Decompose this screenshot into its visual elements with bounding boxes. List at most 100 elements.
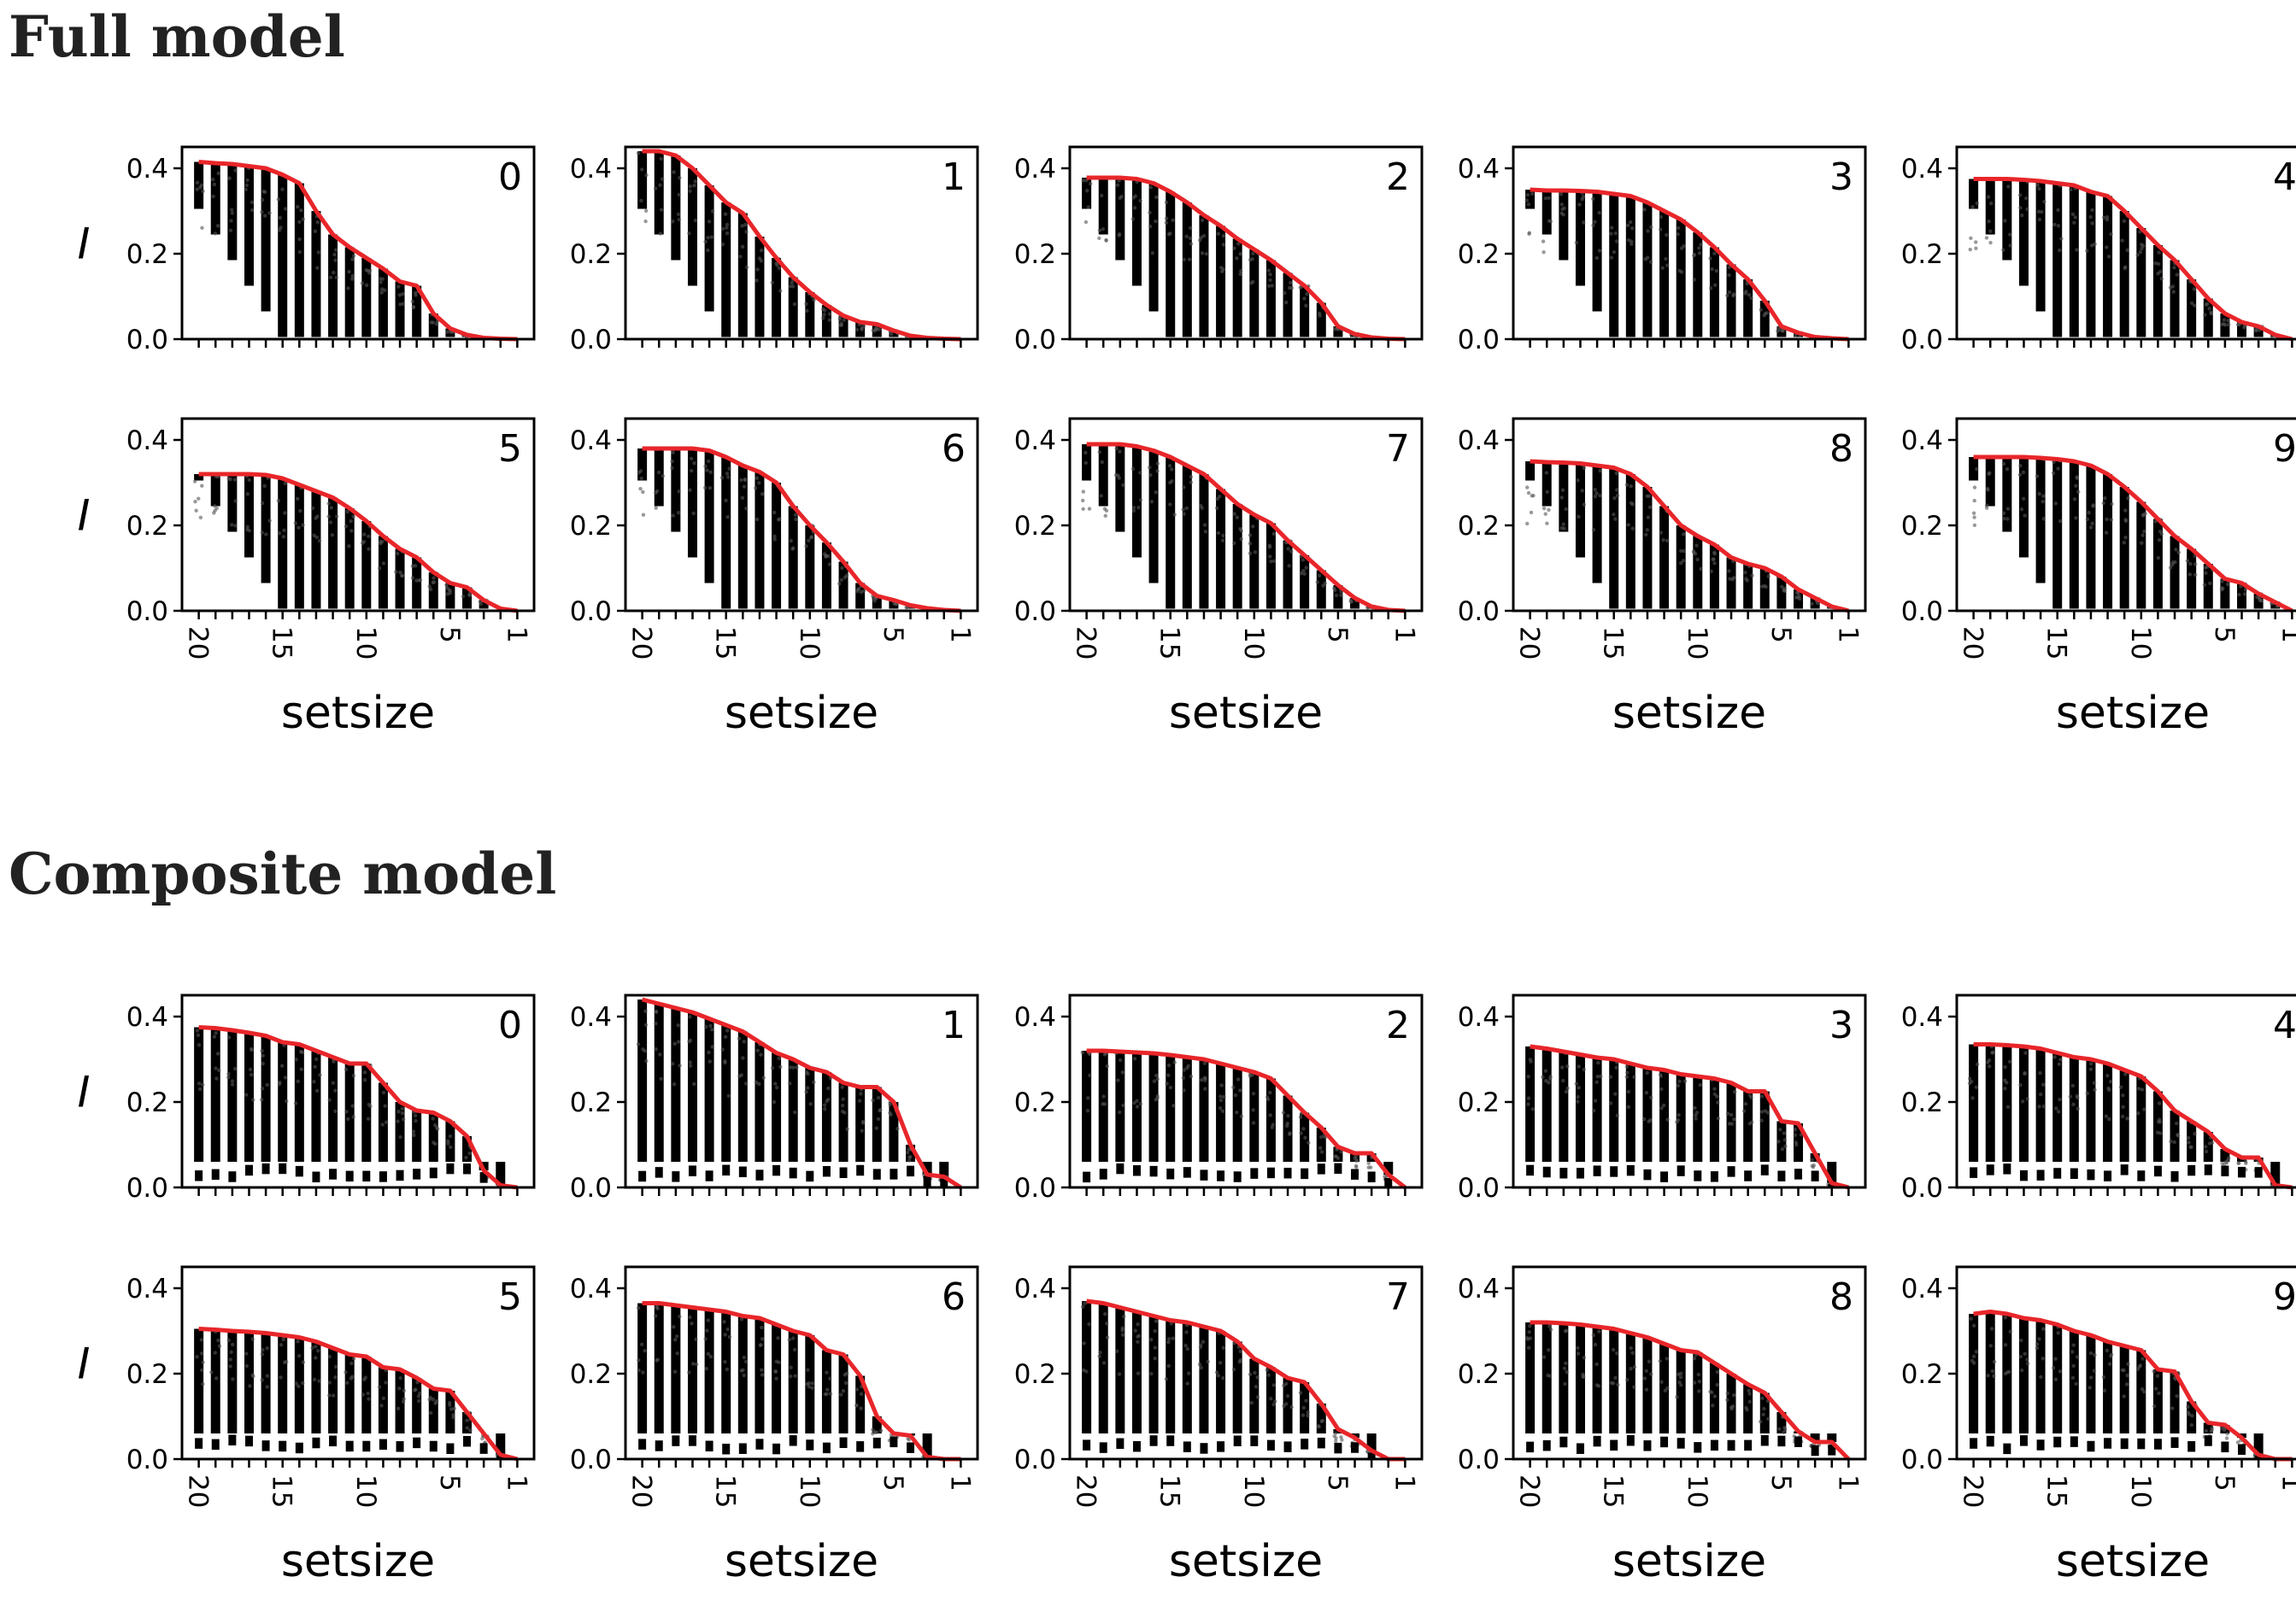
sample-point	[2039, 1092, 2043, 1097]
sample-point	[1214, 1370, 1219, 1375]
sample-point	[2105, 517, 2109, 522]
sample-point	[226, 1075, 231, 1080]
sample-point	[658, 1052, 662, 1057]
sample-point	[2036, 209, 2041, 214]
sample-point	[710, 1045, 714, 1049]
sample-point	[1582, 1356, 1587, 1360]
x-axis-label: setsize	[2056, 688, 2210, 739]
x-tick-label: 15	[710, 1474, 741, 1508]
sample-point	[280, 187, 285, 191]
sample-point	[1559, 202, 1565, 207]
sample-point	[2222, 1427, 2227, 1433]
sample-point	[2008, 1329, 2013, 1334]
sample-point	[1612, 513, 1616, 517]
sample-point	[1154, 1098, 1158, 1102]
sample-point	[643, 1049, 647, 1053]
sample-point	[804, 1070, 809, 1075]
sample-point	[1727, 1122, 1732, 1126]
sample-point	[1186, 1371, 1191, 1375]
sample-point	[2187, 572, 2193, 577]
x-tick-label: 10	[794, 626, 825, 659]
sample-point	[643, 208, 649, 214]
sample-point	[344, 1110, 349, 1114]
sample-point	[1182, 512, 1186, 516]
sample-point	[1214, 506, 1219, 511]
sample-point	[228, 477, 232, 482]
sample-point	[379, 290, 384, 295]
sample-point	[1541, 239, 1546, 243]
y-tick-label: 0.0	[1901, 1445, 1943, 1475]
sample-point	[1155, 461, 1160, 466]
x-tick-label: 1	[1832, 1474, 1863, 1492]
sample-point	[1366, 1161, 1371, 1165]
sample-point	[1971, 511, 1976, 515]
sample-point	[778, 1064, 783, 1070]
sample-point	[725, 226, 729, 230]
fit-line	[1973, 1310, 2293, 1462]
sample-point	[1183, 1343, 1188, 1348]
sample-point	[217, 1344, 222, 1348]
sample-point	[789, 538, 793, 543]
sample-point	[1574, 240, 1578, 245]
sample-point	[1699, 566, 1703, 572]
sample-point	[2037, 186, 2041, 191]
sample-point	[192, 479, 197, 484]
sample-point	[349, 1361, 354, 1366]
axes-frame	[1955, 1265, 2296, 1461]
sample-point	[2123, 266, 2127, 271]
sample-point	[2135, 1367, 2140, 1371]
sample-point	[2140, 246, 2144, 251]
x-tick-label: 5	[1322, 1474, 1353, 1492]
sample-point	[2189, 1422, 2194, 1427]
sample-point	[1354, 1154, 1358, 1159]
y-tick-label: 0.2	[1458, 1359, 1500, 1390]
sample-point	[770, 280, 774, 285]
sample-point	[1649, 225, 1653, 230]
sample-point	[1154, 195, 1159, 200]
sample-point	[250, 1047, 254, 1052]
sample-point	[2073, 215, 2077, 220]
sample-point	[678, 1314, 682, 1319]
sample-point	[1593, 220, 1597, 224]
sample-point	[414, 564, 418, 568]
sample-point	[1624, 1075, 1629, 1079]
sample-point	[2156, 261, 2161, 267]
y-axis-label: I	[78, 220, 91, 269]
sample-point	[1611, 1347, 1616, 1352]
sample-point	[349, 519, 353, 524]
x-tick-label: 10	[1238, 1474, 1269, 1508]
sample-point	[1220, 538, 1225, 542]
sample-point	[1708, 286, 1713, 290]
x-tick-label: 10	[794, 1474, 825, 1508]
sample-point	[1529, 1059, 1533, 1064]
sample-point	[298, 508, 302, 513]
sample-point	[1608, 1075, 1613, 1079]
sample-point	[636, 1042, 641, 1046]
panel-label: 4	[2273, 1004, 2296, 1047]
axes-frame	[1512, 1265, 1867, 1461]
sample-point	[396, 1109, 401, 1114]
sample-point	[1187, 257, 1192, 261]
sample-point	[755, 517, 760, 522]
sample-point	[1164, 220, 1168, 225]
sample-point	[1153, 1357, 1157, 1361]
sample-point	[434, 322, 439, 326]
axes-frame	[1512, 417, 1867, 613]
y-tick-label: 0.0	[570, 325, 612, 355]
sample-point	[1150, 250, 1155, 255]
sample-point	[2035, 474, 2040, 478]
sample-point	[654, 1047, 658, 1052]
panel-label: 2	[1386, 1004, 1410, 1047]
sample-point	[760, 492, 765, 496]
sample-point	[1184, 506, 1189, 511]
sample-point	[1560, 488, 1565, 492]
panel-label: 3	[1829, 1004, 1853, 1047]
sample-point	[1087, 507, 1092, 511]
sample-point	[1271, 531, 1276, 536]
sample-point	[2207, 1141, 2212, 1146]
fit-line	[1973, 1042, 2293, 1190]
sample-point	[2107, 1117, 2111, 1122]
sample-point	[1248, 533, 1253, 537]
y-tick-label: 0.2	[1014, 1087, 1056, 1118]
